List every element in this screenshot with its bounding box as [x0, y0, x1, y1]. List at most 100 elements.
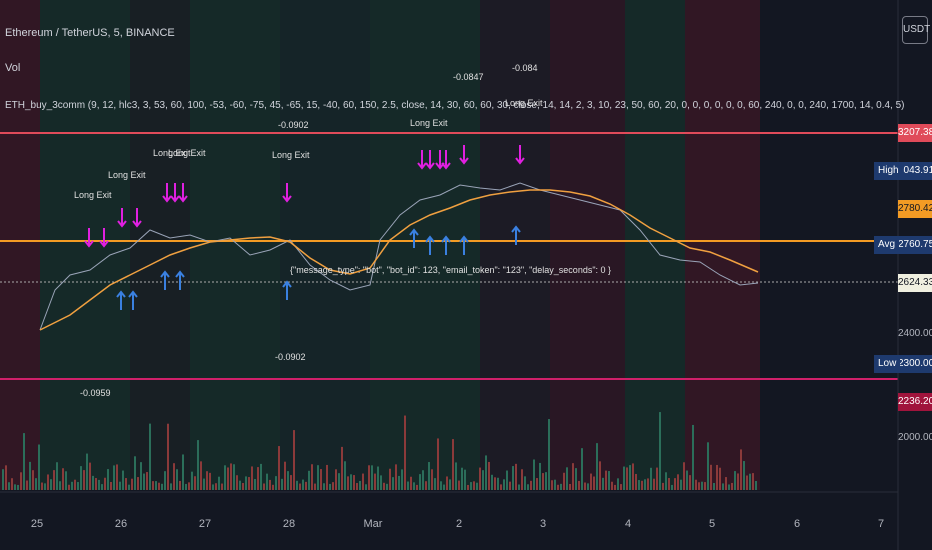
volume-bar [173, 463, 175, 490]
price-line [39, 182, 759, 331]
volume-bar [134, 456, 136, 490]
currency-button[interactable]: USDT [902, 16, 930, 44]
volume-bar [326, 464, 328, 490]
volume-bar [530, 480, 532, 490]
volume-bar [728, 484, 730, 490]
volume-bar [569, 483, 571, 490]
time-label: 5 [708, 518, 716, 530]
price-label: 2760.75 [898, 236, 932, 254]
entry-arrow [160, 270, 170, 290]
price-tag: High [874, 162, 903, 180]
volume-bar [308, 470, 310, 490]
volume-bar [155, 481, 157, 490]
volume-bar [740, 449, 742, 490]
volume-bar [92, 475, 94, 490]
volume-bar [230, 463, 232, 490]
volume-bar [632, 463, 634, 490]
price-label: 2236.20 [898, 393, 932, 411]
exit-arrow [132, 208, 142, 228]
volume-bar [599, 461, 601, 490]
volume-bar [194, 476, 196, 490]
volume-bar [236, 475, 238, 490]
volume-bar [473, 481, 475, 490]
price-tag: Avg [874, 236, 900, 254]
price-label: 3207.38 [898, 124, 932, 142]
volume-bar [188, 482, 190, 490]
volume-bar [404, 415, 406, 490]
volume-bar [368, 465, 370, 490]
volume-bar [65, 471, 67, 490]
volume-bar [152, 481, 154, 490]
volume-bar [443, 484, 445, 490]
volume-bar [62, 468, 64, 490]
volume-bar [608, 471, 610, 490]
volume-bar [716, 464, 718, 490]
indicator-label: ETH_buy_3comm (9, 12, hlc3, 3, 53, 60, 1… [5, 100, 905, 111]
chart-annotation: -0.0902 [275, 352, 306, 362]
volume-bar [422, 470, 424, 490]
volume-bar [596, 443, 598, 490]
volume-bar [731, 482, 733, 490]
volume-bar [344, 461, 346, 490]
chart-annotation: Long Exit [410, 118, 448, 128]
volume-bar [665, 472, 667, 490]
price-label: 2400.00 [898, 328, 932, 339]
volume-bar [83, 470, 85, 490]
volume-bar [407, 481, 409, 490]
volume-bar [254, 479, 256, 490]
volume-bar [428, 462, 430, 490]
volume-bar [500, 484, 502, 490]
volume-bar [434, 478, 436, 490]
chart-annotation: {"message_type": "bot", "bot_id": 123, "… [290, 265, 612, 275]
volume-bar [695, 479, 697, 490]
volume-bar [206, 471, 208, 490]
volume-bar [164, 471, 166, 490]
volume-bar [461, 467, 463, 490]
chart-annotation: -0.084 [512, 63, 538, 73]
volume-bar [317, 465, 319, 490]
volume-bar [611, 481, 613, 490]
volume-bar [179, 480, 181, 490]
volume-bar [638, 480, 640, 490]
volume-bar [320, 469, 322, 490]
signal-arrows [84, 145, 525, 310]
volume-bar [182, 454, 184, 490]
volume-bar [176, 469, 178, 490]
volume-bar [509, 481, 511, 490]
volume-bar [56, 462, 58, 490]
volume-bar [605, 470, 607, 490]
volume-bar [2, 469, 4, 490]
volume-bar [17, 484, 19, 490]
volume-bar [413, 482, 415, 490]
volume-bar [602, 477, 604, 490]
volume-bar [659, 412, 661, 490]
volume-bar [692, 424, 694, 490]
volume-bar [284, 461, 286, 490]
volume-bar [755, 480, 757, 490]
chart-annotation: -0.0959 [80, 388, 111, 398]
entry-arrow [128, 290, 138, 310]
volume-bar [203, 478, 205, 490]
volume-bar [131, 478, 133, 490]
volume-bar [452, 439, 454, 490]
volume-bar [35, 478, 37, 490]
time-label: 2 [455, 518, 463, 530]
volume-bar [656, 467, 658, 490]
volume-bar [680, 479, 682, 490]
volume-bar [575, 468, 577, 490]
volume-bar [293, 430, 295, 490]
volume-bar [302, 479, 304, 490]
volume-bar [44, 483, 46, 490]
volume-bar [338, 473, 340, 490]
volume-bar [314, 483, 316, 490]
volume-bar [677, 474, 679, 490]
volume-bar [689, 475, 691, 490]
exit-arrow [162, 183, 172, 203]
volume-bar [350, 474, 352, 490]
time-label: 6 [793, 518, 801, 530]
price-label: 2000.00 [898, 432, 932, 443]
volume-bar [281, 478, 283, 490]
volume-bar [287, 471, 289, 490]
time-label: 4 [624, 518, 632, 530]
volume-bar [248, 477, 250, 490]
